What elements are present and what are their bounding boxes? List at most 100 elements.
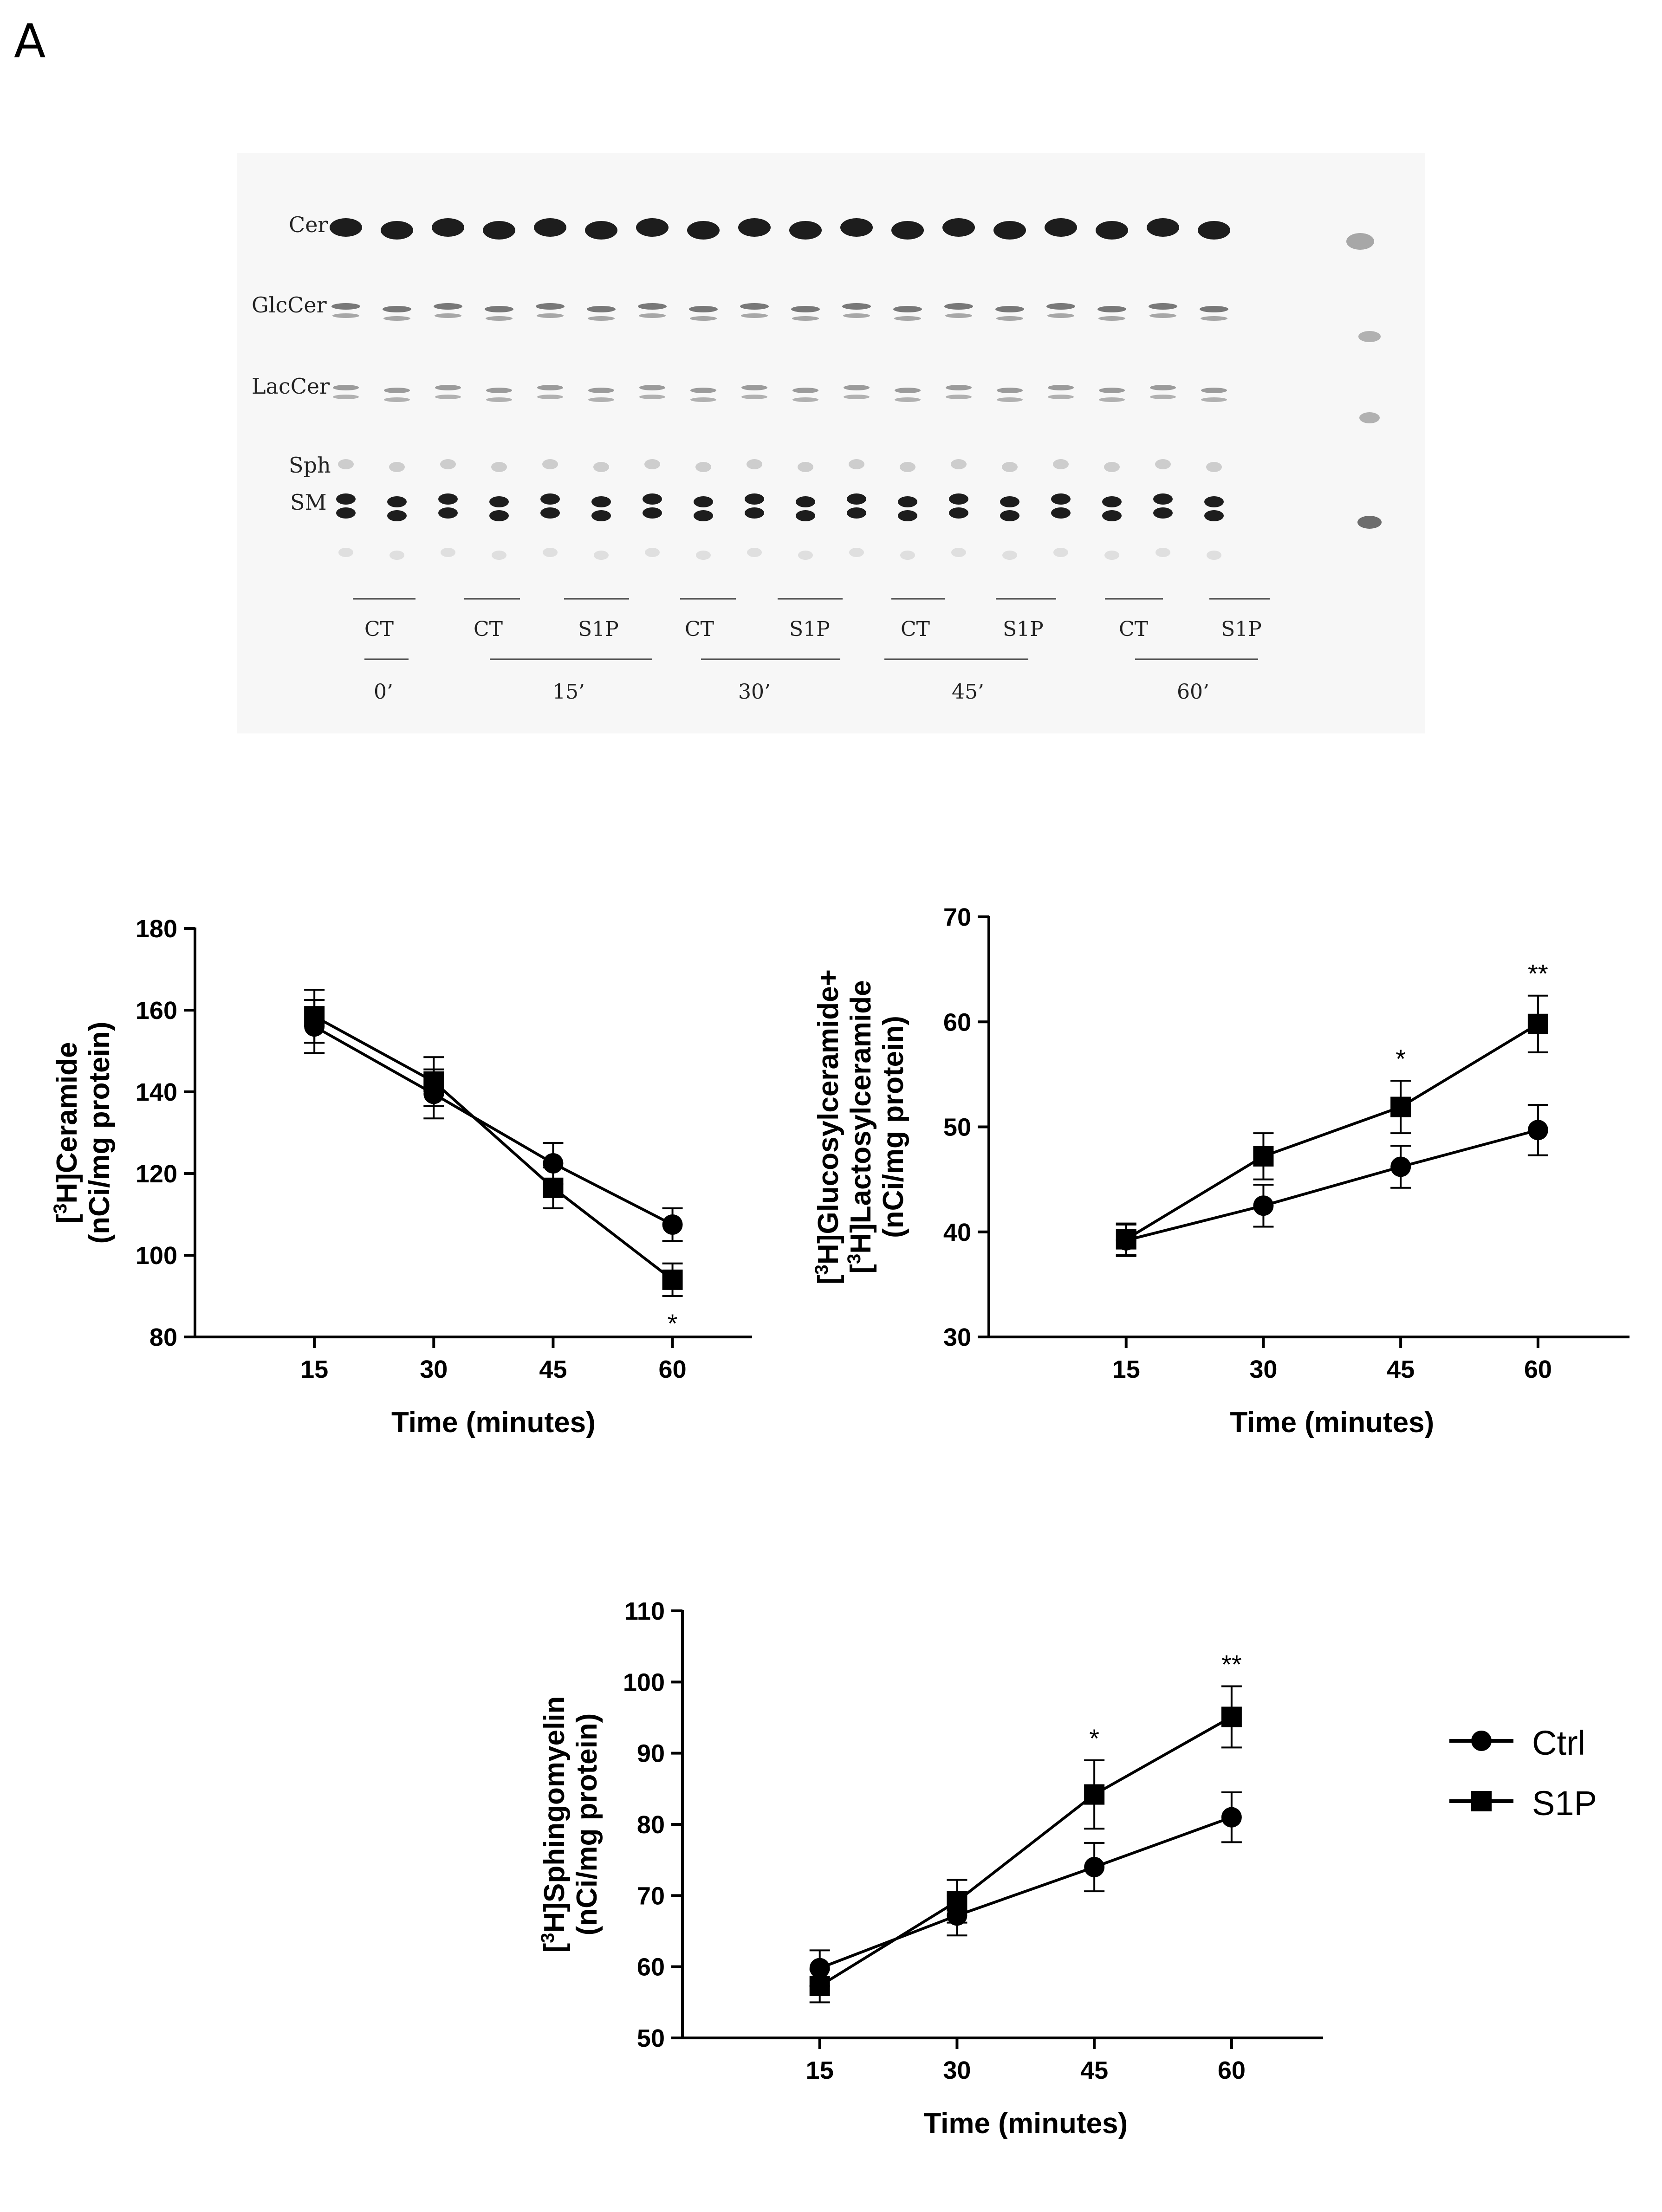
tlc-band <box>1102 510 1122 521</box>
tlc-band <box>792 316 819 321</box>
tlc-band <box>387 496 407 507</box>
x-tick-label: 15 <box>300 1356 328 1383</box>
sphingomyelin-chart: 50 60 70 80 90 100 110 15 30 45 60 Time (minutes) [3… <box>538 1597 1323 2140</box>
tlc-band <box>840 218 873 237</box>
x-tick-label: 30 <box>943 2056 971 2084</box>
significance-marker: * <box>668 1309 678 1338</box>
tlc-band <box>585 221 617 240</box>
tlc-band <box>847 493 866 505</box>
tlc-band <box>946 395 972 399</box>
tlc-band <box>537 385 563 390</box>
tlc-band <box>798 462 813 472</box>
tlc-band <box>895 397 921 402</box>
tlc-band <box>891 221 924 240</box>
y-axis-title-line: (nCi/mg protein) <box>84 1022 116 1244</box>
y-tick-label: 140 <box>136 1078 177 1106</box>
x-tick-label: 60 <box>1218 2056 1246 2084</box>
circle-marker-icon <box>1449 1731 1513 1751</box>
data-point-ctrl <box>543 1153 564 1174</box>
legend-item-s1p: S1P <box>1444 1773 1639 1834</box>
data-point-s1p <box>1084 1784 1105 1805</box>
square-marker-icon <box>1449 1791 1513 1811</box>
tlc-band <box>435 313 461 318</box>
significance-marker: * <box>1089 1724 1099 1753</box>
y-axis-title-line: [3H]Sphingomyelin <box>538 1696 571 1953</box>
tlc-band <box>1098 316 1125 321</box>
tlc-band <box>486 397 512 402</box>
tlc-band <box>898 496 917 507</box>
significance-marker: ** <box>1221 1650 1242 1679</box>
condition-label: CT <box>685 617 714 641</box>
tlc-band <box>486 388 512 393</box>
data-point-ctrl <box>1221 1807 1242 1828</box>
tlc-band <box>542 459 558 469</box>
tlc-band <box>1153 507 1173 519</box>
tlc-band <box>792 397 818 402</box>
significance-marker: * <box>1396 1044 1406 1073</box>
tlc-band <box>489 510 509 521</box>
tlc-band <box>747 459 762 469</box>
tlc-band <box>993 221 1026 240</box>
tlc-band <box>1048 395 1074 399</box>
tlc-band <box>1149 303 1177 310</box>
y-tick-label: 180 <box>136 915 177 943</box>
y-axis-title-line: (nCi/mg protein) <box>877 1016 909 1238</box>
tlc-band <box>537 313 564 318</box>
data-point-ctrl <box>1390 1156 1411 1177</box>
data-point-s1p <box>543 1177 564 1198</box>
time-label: 30’ <box>738 680 771 704</box>
tlc-band <box>1002 551 1017 560</box>
data-point-s1p <box>1116 1229 1136 1250</box>
lane-label-glccer: GlcCer <box>252 292 327 318</box>
x-axis-title: Time (minutes) <box>923 2108 1128 2140</box>
tlc-band <box>900 551 915 560</box>
panel-label: A <box>14 14 46 68</box>
tlc-band <box>791 306 820 312</box>
tlc-band <box>330 218 362 237</box>
tlc-bands <box>330 218 1382 660</box>
tlc-band <box>588 397 614 402</box>
time-label: 15’ <box>552 680 585 704</box>
tlc-band <box>491 462 507 472</box>
x-tick-label: 45 <box>539 1356 567 1383</box>
tlc-band <box>689 306 718 312</box>
y-tick-label: 60 <box>637 1953 665 1981</box>
condition-label: CT <box>474 617 503 641</box>
time-label: 45’ <box>952 680 984 704</box>
tlc-band <box>543 548 558 557</box>
tlc-band <box>942 218 975 237</box>
tlc-band <box>1104 551 1119 560</box>
y-axis-title-line: [3H]Glucosylceramide+ <box>812 969 844 1284</box>
tlc-band <box>694 510 713 521</box>
condition-label: S1P <box>789 617 830 641</box>
tlc-band <box>333 385 359 390</box>
tlc-band <box>1047 313 1074 318</box>
series-line-ctrl <box>1125 1129 1539 1242</box>
x-tick-label: 45 <box>1387 1356 1415 1383</box>
tlc-band <box>1198 221 1230 240</box>
tlc-band <box>383 306 411 312</box>
tlc-band <box>796 510 815 521</box>
tlc-band <box>798 551 813 560</box>
tlc-band <box>1150 385 1176 390</box>
condition-label: CT <box>901 617 930 641</box>
tlc-band <box>740 303 769 310</box>
tlc-band <box>847 507 866 519</box>
tlc-band <box>695 462 711 472</box>
tlc-band <box>996 316 1023 321</box>
tlc-band <box>1156 548 1170 557</box>
tlc-band <box>1153 493 1173 505</box>
tlc-band <box>332 313 359 318</box>
lane-label-sph: Sph <box>289 453 331 478</box>
tlc-band <box>849 548 864 557</box>
tlc-band <box>645 548 660 557</box>
tlc-band <box>587 306 616 312</box>
condition-label: S1P <box>1003 617 1044 641</box>
tlc-band <box>591 496 611 507</box>
x-tick-label: 60 <box>659 1356 687 1383</box>
tlc-band <box>849 459 864 469</box>
tlc-band <box>1346 233 1374 250</box>
tlc-band <box>949 507 968 519</box>
tlc-band <box>1201 316 1227 321</box>
lane-label-laccer: LacCer <box>252 374 330 399</box>
